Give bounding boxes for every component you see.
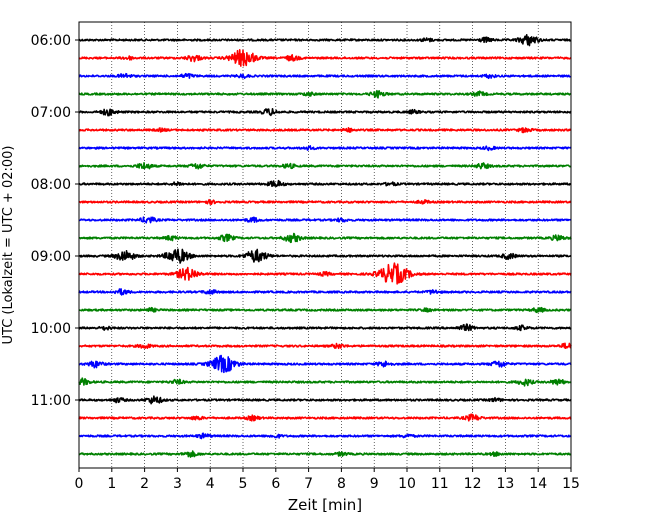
trace-07:30 bbox=[78, 145, 572, 152]
x-tick-label-10: 10 bbox=[398, 476, 416, 492]
trace-08:30 bbox=[78, 216, 572, 224]
x-tick-label-4: 4 bbox=[206, 476, 215, 492]
x-tick-label-15: 15 bbox=[562, 476, 580, 492]
trace-06:30 bbox=[78, 72, 572, 80]
y-tick-label-08:00: 08:00 bbox=[31, 177, 71, 193]
x-tick-label-2: 2 bbox=[140, 476, 149, 492]
trace-06:15 bbox=[78, 49, 572, 67]
y-tick-label-06:00: 06:00 bbox=[31, 33, 71, 49]
y-tick-label-10:00: 10:00 bbox=[31, 321, 71, 337]
seismic-traces bbox=[78, 34, 572, 458]
x-tick-label-7: 7 bbox=[304, 476, 313, 492]
grid-lines bbox=[111, 22, 539, 468]
trace-08:00 bbox=[78, 179, 572, 188]
x-tick-label-12: 12 bbox=[464, 476, 482, 492]
trace-09:30 bbox=[78, 288, 572, 296]
trace-06:00 bbox=[78, 34, 572, 47]
trace-08:45 bbox=[78, 232, 572, 244]
trace-10:30 bbox=[78, 354, 572, 374]
y-tick-label-09:00: 09:00 bbox=[31, 249, 71, 265]
trace-10:45 bbox=[78, 377, 572, 387]
trace-07:45 bbox=[78, 162, 572, 170]
trace-11:15 bbox=[78, 413, 572, 422]
y-tick-label-11:00: 11:00 bbox=[31, 393, 71, 409]
trace-09:15 bbox=[78, 262, 572, 285]
trace-09:00 bbox=[78, 248, 572, 264]
trace-11:30 bbox=[78, 432, 572, 440]
x-tick-label-8: 8 bbox=[337, 476, 346, 492]
plot-frame bbox=[78, 21, 572, 469]
trace-07:00 bbox=[78, 108, 572, 117]
x-tick-label-3: 3 bbox=[173, 476, 182, 492]
trace-09:45 bbox=[78, 306, 572, 314]
x-tick-label-14: 14 bbox=[529, 476, 547, 492]
x-tick-label-11: 11 bbox=[431, 476, 449, 492]
y-axis-ticks: 06:00 07:00 08:00 09:00 10:00 11:00 bbox=[31, 33, 79, 409]
trace-10:00 bbox=[78, 323, 572, 332]
x-tick-label-0: 0 bbox=[75, 476, 84, 492]
trace-11:00 bbox=[78, 395, 572, 405]
x-tick-label-9: 9 bbox=[370, 476, 379, 492]
x-tick-label-1: 1 bbox=[107, 476, 116, 492]
trace-07:15 bbox=[78, 127, 572, 134]
trace-06:45 bbox=[78, 89, 572, 99]
trace-11:45 bbox=[78, 450, 572, 458]
x-tick-label-13: 13 bbox=[496, 476, 514, 492]
x-tick-label-5: 5 bbox=[239, 476, 248, 492]
x-tick-label-6: 6 bbox=[271, 476, 280, 492]
x-axis-label: Zeit [min] bbox=[288, 496, 362, 514]
y-tick-label-07:00: 07:00 bbox=[31, 105, 71, 121]
trace-10:15 bbox=[78, 342, 572, 350]
y-axis-label: UTC (Lokalzeit = UTC + 02:00) bbox=[1, 146, 16, 345]
x-axis-ticks: 0 1 2 3 4 5 6 7 8 9 10 11 12 13 14 15 bbox=[75, 468, 580, 492]
trace-08:15 bbox=[78, 198, 572, 206]
